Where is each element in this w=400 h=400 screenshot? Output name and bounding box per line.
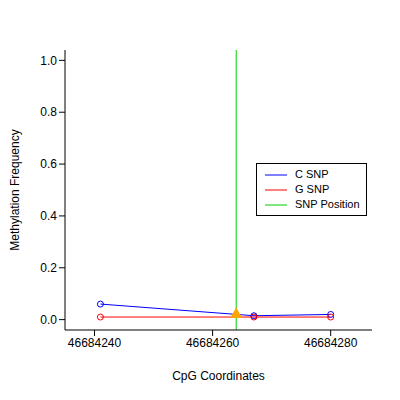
svg-text:0.8: 0.8 — [40, 105, 57, 119]
svg-text:Methylation Frequency: Methylation Frequency — [8, 129, 22, 250]
html-text:C SNP: C SNP — [295, 168, 329, 180]
svg-text:1.0: 1.0 — [40, 54, 57, 68]
svg-text:0.0: 0.0 — [40, 313, 57, 327]
svg-text:46684240: 46684240 — [68, 336, 122, 350]
svg-text:46684260: 46684260 — [186, 336, 240, 350]
html-text:SNP Position: SNP Position — [295, 198, 360, 210]
svg-text:0.6: 0.6 — [40, 157, 57, 171]
svg-text:CpG Coordinates: CpG Coordinates — [172, 369, 265, 383]
svg-text:0.4: 0.4 — [40, 209, 57, 223]
svg-text:46684280: 46684280 — [304, 336, 358, 350]
svg-text:0.2: 0.2 — [40, 261, 57, 275]
html-text:G SNP: G SNP — [295, 183, 330, 195]
